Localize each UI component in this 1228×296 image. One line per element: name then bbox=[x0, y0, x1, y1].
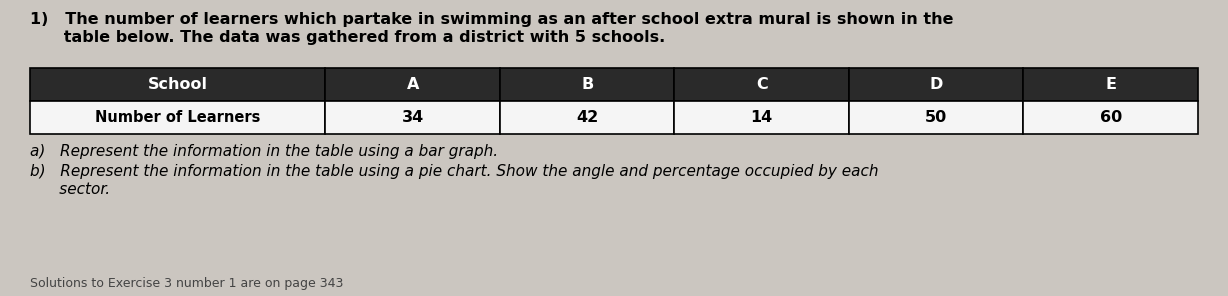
Text: E: E bbox=[1105, 77, 1116, 92]
Text: B: B bbox=[581, 77, 593, 92]
Bar bbox=[1023, 101, 1199, 134]
Text: 34: 34 bbox=[402, 110, 424, 125]
Text: D: D bbox=[930, 77, 943, 92]
Bar bbox=[849, 101, 1023, 134]
Bar bbox=[29, 68, 325, 101]
Bar bbox=[849, 68, 1023, 101]
Text: A: A bbox=[406, 77, 419, 92]
Bar bbox=[674, 101, 849, 134]
Text: 42: 42 bbox=[576, 110, 598, 125]
Text: sector.: sector. bbox=[29, 182, 111, 197]
Text: table below. The data was gathered from a district with 5 schools.: table below. The data was gathered from … bbox=[29, 30, 666, 45]
Text: Solutions to Exercise 3 number 1 are on page 343: Solutions to Exercise 3 number 1 are on … bbox=[29, 277, 344, 290]
Text: b)   Represent the information in the table using a pie chart. Show the angle an: b) Represent the information in the tabl… bbox=[29, 164, 878, 179]
Text: Number of Learners: Number of Learners bbox=[95, 110, 260, 125]
Text: 60: 60 bbox=[1099, 110, 1122, 125]
Bar bbox=[1023, 68, 1199, 101]
Bar bbox=[674, 68, 849, 101]
Text: C: C bbox=[755, 77, 768, 92]
Bar bbox=[29, 101, 325, 134]
Text: 14: 14 bbox=[750, 110, 772, 125]
Bar bbox=[500, 68, 674, 101]
Text: 1)   The number of learners which partake in swimming as an after school extra m: 1) The number of learners which partake … bbox=[29, 12, 953, 27]
Bar bbox=[325, 101, 500, 134]
Bar bbox=[325, 68, 500, 101]
Bar bbox=[500, 101, 674, 134]
Text: a)   Represent the information in the table using a bar graph.: a) Represent the information in the tabl… bbox=[29, 144, 499, 159]
Text: 50: 50 bbox=[925, 110, 947, 125]
Text: School: School bbox=[147, 77, 208, 92]
